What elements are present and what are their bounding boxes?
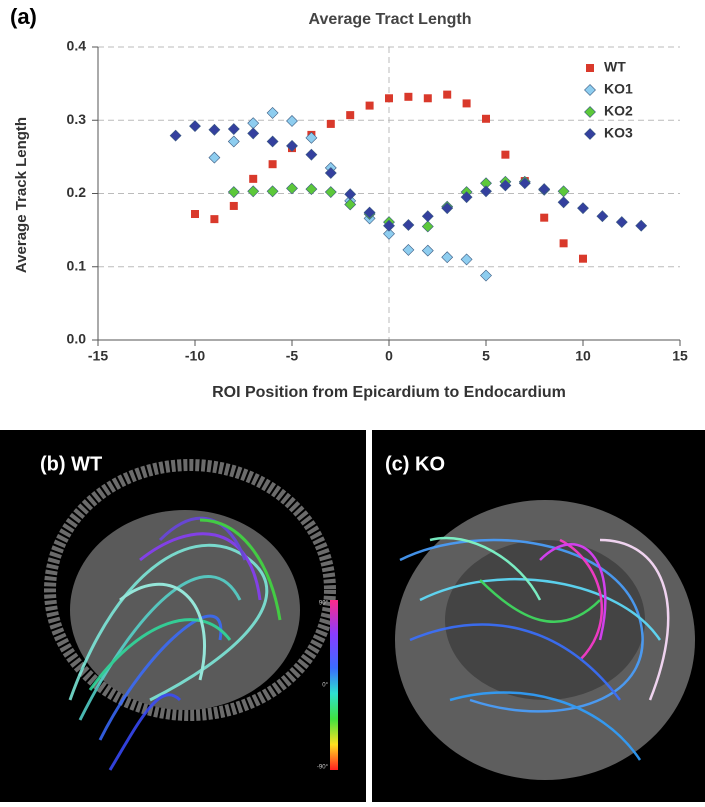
- data-point: [324, 167, 337, 179]
- data-point: [482, 114, 490, 123]
- data-point: [286, 115, 298, 127]
- x-tick-label: -15: [88, 348, 108, 364]
- data-point: [266, 135, 279, 148]
- y-axis-label: Average Track Length: [13, 117, 30, 273]
- data-point: [421, 244, 434, 257]
- y-tick-label: 0.4: [67, 38, 87, 54]
- data-point: [344, 188, 357, 201]
- data-point: [460, 191, 473, 204]
- x-tick-label: 15: [672, 348, 688, 364]
- data-point: [404, 92, 413, 101]
- data-point: [169, 129, 182, 142]
- panel-label: (a): [10, 4, 37, 29]
- data-point: [305, 148, 318, 161]
- data-point: [227, 123, 240, 135]
- data-point: [501, 150, 510, 159]
- data-point: [326, 119, 335, 128]
- x-tick-label: -5: [286, 348, 299, 364]
- data-point: [208, 123, 221, 136]
- y-tick-label: 0.1: [67, 257, 87, 273]
- data-point: [421, 210, 434, 223]
- data-point: [229, 201, 238, 210]
- data-point: [635, 219, 648, 232]
- data-point: [518, 177, 531, 190]
- data-point: [402, 219, 415, 231]
- legend-label: KO2: [604, 103, 633, 119]
- x-axis-label: ROI Position from Epicardium to Endocard…: [212, 384, 566, 401]
- legend-marker: [586, 64, 594, 72]
- data-point: [460, 253, 473, 266]
- x-tick-label: -10: [185, 348, 205, 364]
- data-point: [227, 186, 240, 198]
- data-point: [227, 135, 240, 148]
- colorbar-label: 90°: [319, 601, 329, 607]
- data-point: [305, 183, 318, 196]
- data-point: [208, 151, 221, 164]
- legend-marker: [584, 84, 596, 96]
- data-point: [443, 90, 452, 99]
- data-point: [596, 210, 609, 223]
- data-point: [557, 196, 570, 209]
- data-point: [247, 117, 260, 130]
- data-point: [383, 227, 395, 240]
- data-point: [538, 183, 551, 196]
- data-point: [462, 99, 471, 108]
- legend-marker: [584, 128, 596, 140]
- data-point: [540, 213, 549, 222]
- data-point: [383, 219, 395, 232]
- data-point: [191, 210, 199, 219]
- data-point: [247, 127, 260, 140]
- panel-label: (c) KO: [385, 453, 445, 475]
- colorbar-label: -90°: [317, 765, 329, 771]
- legend-label: KO3: [604, 125, 633, 141]
- data-point: [266, 185, 279, 198]
- panel-label: (b) WT: [40, 453, 102, 475]
- data-point: [480, 185, 492, 198]
- data-point: [402, 243, 415, 256]
- data-point: [346, 111, 355, 120]
- data-point: [365, 101, 374, 110]
- data-point: [385, 94, 393, 103]
- data-point: [557, 185, 570, 198]
- panel-c-image: [372, 430, 705, 802]
- data-point: [441, 251, 454, 264]
- data-point: [441, 202, 454, 215]
- data-point: [305, 131, 318, 144]
- chart-title: Average Tract Length: [308, 11, 471, 28]
- data-point: [499, 179, 512, 192]
- legend-marker: [584, 106, 596, 118]
- data-point: [363, 206, 376, 219]
- x-tick-label: 0: [385, 348, 393, 364]
- y-tick-label: 0.0: [67, 331, 87, 347]
- data-point: [577, 202, 589, 215]
- y-tick-label: 0.2: [67, 184, 87, 200]
- data-point: [579, 254, 587, 263]
- data-point: [249, 174, 258, 183]
- data-point: [480, 269, 492, 282]
- data-point: [266, 107, 279, 119]
- data-point: [559, 239, 568, 248]
- data-point: [344, 198, 357, 211]
- data-point: [286, 139, 298, 152]
- panel-b-image: [0, 430, 366, 802]
- data-point: [268, 160, 277, 169]
- data-point: [324, 186, 337, 198]
- legend-label: WT: [604, 59, 626, 75]
- data-point: [615, 216, 628, 228]
- legend-label: KO1: [604, 81, 633, 97]
- x-tick-label: 10: [575, 348, 591, 364]
- data-point: [421, 220, 434, 233]
- x-tick-label: 5: [482, 348, 490, 364]
- data-point: [247, 185, 260, 198]
- y-tick-label: 0.3: [67, 111, 87, 127]
- colorbar-label: 0°: [322, 683, 328, 689]
- data-point: [189, 120, 201, 133]
- data-point: [286, 182, 298, 195]
- data-point: [423, 94, 432, 103]
- data-point: [210, 215, 219, 224]
